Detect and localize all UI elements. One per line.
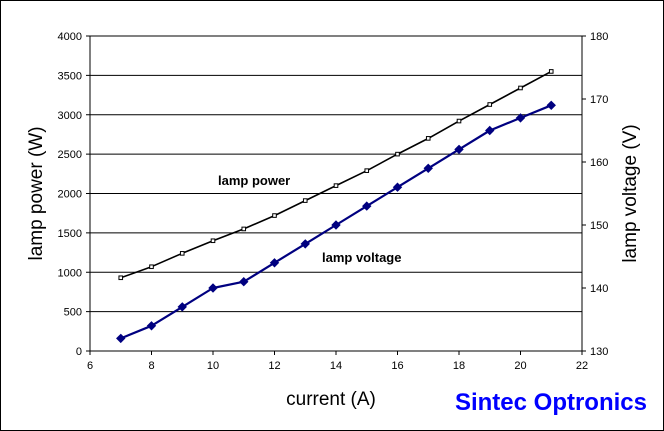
x-tick-label: 6 — [87, 360, 93, 372]
x-tick-label: 20 — [514, 360, 526, 372]
data-point-lamp-power — [456, 118, 462, 124]
data-point-lamp-voltage — [485, 125, 495, 136]
data-point-lamp-power — [487, 102, 493, 107]
right-y-tick-label: 170 — [590, 94, 608, 106]
data-point-lamp-voltage — [362, 201, 372, 211]
data-point-lamp-voltage — [239, 276, 249, 287]
left-y-tick-label: 4000 — [58, 31, 82, 43]
brand-logo-text: Sintec Optronics — [455, 389, 647, 416]
data-point-lamp-power — [149, 264, 154, 270]
data-point-lamp-voltage — [392, 182, 403, 192]
right-y-tick-label: 160 — [590, 157, 608, 169]
data-point-lamp-power — [118, 275, 124, 281]
left-y-tick-label: 0 — [76, 346, 82, 358]
grid-lines — [90, 74, 582, 313]
right-y-axis-title: lamp voltage (V) — [620, 124, 641, 262]
x-axis-title: current (A) — [286, 389, 376, 410]
annotation-lamp-voltage: lamp voltage — [322, 250, 401, 265]
left-y-tick-label: 3500 — [58, 70, 82, 82]
x-tick-label: 16 — [391, 360, 403, 372]
data-point-lamp-power — [395, 151, 400, 157]
data-point-lamp-power — [302, 198, 308, 203]
data-point-lamp-power — [210, 238, 216, 244]
left-y-tick-label: 3000 — [58, 110, 82, 122]
left-y-tick-label: 2000 — [58, 189, 82, 201]
right-y-tick-label: 130 — [590, 346, 608, 358]
data-point-lamp-voltage — [515, 113, 526, 123]
series-lamp-power — [118, 69, 554, 281]
annotation-lamp-power: lamp power — [218, 173, 290, 188]
data-point-lamp-power — [364, 168, 370, 173]
data-point-lamp-voltage — [546, 100, 556, 111]
data-point-lamp-voltage — [208, 283, 218, 293]
data-point-lamp-voltage — [423, 163, 433, 174]
x-tick-label: 8 — [148, 360, 154, 372]
data-point-lamp-power — [425, 136, 431, 141]
series-lamp-voltage — [116, 100, 556, 344]
left-y-tick-label: 500 — [64, 307, 82, 319]
left-y-axis-title: lamp power (W) — [26, 126, 47, 260]
series-layer — [116, 69, 556, 344]
data-point-lamp-voltage — [269, 258, 280, 268]
left-y-tick-label: 1500 — [58, 228, 82, 240]
data-point-lamp-power — [272, 213, 277, 218]
data-point-lamp-power — [179, 251, 185, 256]
left-y-axis-ticks: 0 500 1000 1500 2000 2500 3000 3500 4000 — [58, 31, 90, 358]
x-axis-ticks: 6 8 10 12 14 16 18 20 22 — [87, 351, 588, 372]
data-point-lamp-voltage — [300, 239, 310, 249]
data-point-lamp-voltage — [454, 144, 464, 155]
right-y-tick-label: 140 — [590, 283, 608, 295]
data-point-lamp-power — [548, 69, 554, 74]
right-y-tick-label: 180 — [590, 31, 608, 43]
data-point-lamp-voltage — [331, 220, 341, 230]
data-point-lamp-voltage — [177, 302, 187, 312]
x-tick-label: 22 — [576, 360, 588, 372]
x-tick-label: 18 — [453, 360, 465, 372]
x-tick-label: 10 — [207, 360, 219, 372]
data-point-lamp-power — [518, 85, 523, 91]
x-tick-label: 12 — [268, 360, 280, 372]
data-point-lamp-power — [241, 226, 247, 232]
right-y-axis-ticks: 130 140 150 160 170 180 — [582, 31, 608, 358]
left-y-tick-label: 1000 — [58, 267, 82, 279]
data-point-lamp-voltage — [116, 333, 126, 344]
right-y-tick-label: 150 — [590, 220, 608, 232]
x-tick-label: 14 — [330, 360, 342, 372]
data-point-lamp-voltage — [146, 321, 157, 331]
left-y-tick-label: 2500 — [58, 149, 82, 161]
data-point-lamp-power — [333, 183, 339, 188]
